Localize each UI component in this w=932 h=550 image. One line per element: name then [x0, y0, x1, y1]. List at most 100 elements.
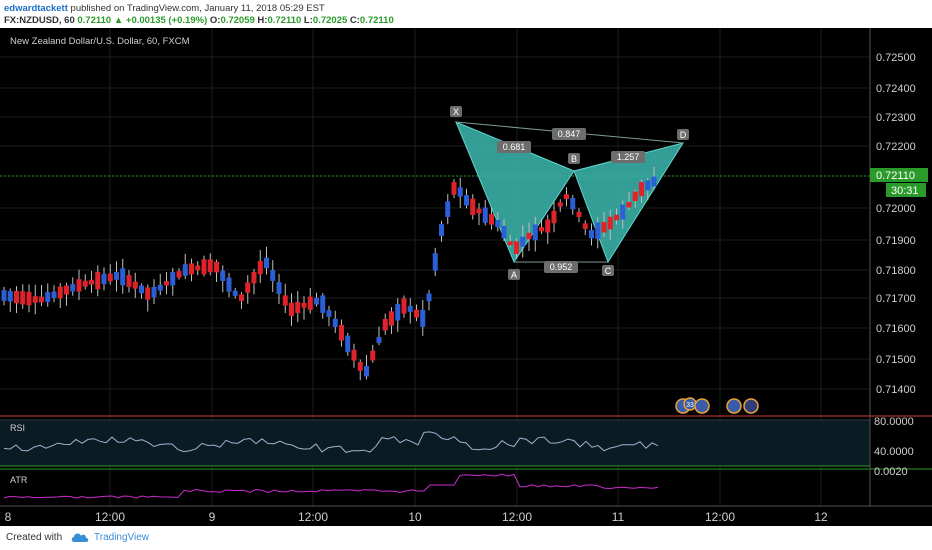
- candle-body: [520, 236, 526, 247]
- candle-body: [389, 311, 394, 326]
- candle-body: [351, 349, 357, 361]
- high-label: H:: [257, 15, 268, 26]
- candle-body: [107, 273, 113, 282]
- candle-body: [545, 219, 551, 233]
- candle-body: [464, 195, 469, 206]
- chart-legend: New Zealand Dollar/U.S. Dollar, 60, FXCM: [10, 36, 190, 47]
- candle-body: [451, 182, 457, 195]
- rsi-tick: 40.0000: [874, 446, 914, 458]
- ratio-bcd-bg: [611, 151, 645, 163]
- candle-body: [651, 176, 657, 187]
- ratio-abc: 0.952: [550, 262, 573, 272]
- candle-body: [157, 284, 163, 291]
- price-axis[interactable]: 0.72500 0.72400 0.72300 0.72200 0.72000 …: [876, 52, 916, 396]
- nz-flag-icon[interactable]: [743, 398, 759, 414]
- candle-body: [470, 198, 476, 216]
- point-a-bg: [508, 269, 520, 280]
- candle-body: [551, 210, 557, 224]
- candle-body: [582, 223, 588, 229]
- author-link[interactable]: edwardtackett: [4, 3, 68, 14]
- candle-body: [270, 270, 276, 281]
- us-flag-icon-2[interactable]: [694, 398, 710, 414]
- candle-body: [239, 294, 244, 301]
- indicator-axis[interactable]: 80.0000 40.0000 0.0020: [874, 416, 914, 478]
- candle-body: [407, 305, 413, 312]
- economic-events[interactable]: 33: [675, 397, 759, 414]
- candle-body: [120, 268, 126, 286]
- price-tick: 0.71700: [876, 293, 916, 305]
- tradingview-brand-link[interactable]: TradingView: [94, 532, 150, 543]
- low-value: 0.72025: [312, 15, 348, 26]
- candle-body: [95, 271, 101, 290]
- time-tick: 12:00: [705, 510, 735, 524]
- rsi-line: [3, 431, 659, 453]
- price-tick: 0.72400: [876, 83, 916, 95]
- point-b-label: B: [571, 154, 577, 164]
- candle-body: [401, 298, 407, 314]
- candle-body: [489, 214, 494, 225]
- close-label: C:: [349, 15, 360, 26]
- candle-body: [364, 366, 369, 377]
- candle-body: [307, 296, 313, 310]
- candle-body: [257, 260, 263, 275]
- candle-body: [276, 282, 282, 294]
- candle-body: [395, 304, 401, 321]
- candle-body: [170, 272, 176, 286]
- ratio-xab: 0.681: [503, 142, 526, 152]
- published-text: published on TradingView.com, January 11…: [67, 3, 325, 14]
- candle-body: [7, 291, 13, 302]
- candle-body: [226, 277, 232, 292]
- candle-body: [207, 259, 213, 273]
- atr-label: ATR: [10, 475, 28, 485]
- candle-body: [32, 296, 38, 303]
- up-triangle-icon: ▲: [113, 15, 124, 26]
- time-tick: 9: [209, 510, 216, 524]
- time-axis[interactable]: 8 12:00 9 12:00 10 12:00 11 12:00 12: [5, 510, 828, 524]
- harmonic-pattern[interactable]: X A B C D 0.681 0.847 0.952 1.257: [450, 106, 689, 280]
- price-tick: 0.71600: [876, 323, 916, 335]
- point-x-bg: [450, 106, 462, 117]
- candle-body: [439, 224, 444, 236]
- candle-body: [89, 279, 94, 285]
- price-tick: 0.72000: [876, 203, 916, 215]
- candle-body: [420, 309, 426, 327]
- time-tick: 8: [5, 510, 12, 524]
- candle-body: [114, 271, 119, 280]
- candle-body: [607, 216, 613, 230]
- candle-body: [264, 257, 269, 269]
- rsi-label: RSI: [10, 423, 25, 433]
- ratio-xd-bg: [552, 128, 586, 140]
- candlestick-series: [1, 166, 657, 381]
- ratio-xd: 0.847: [558, 129, 581, 139]
- candle-body: [220, 270, 226, 282]
- footer: Created with TradingView: [0, 526, 932, 550]
- candle-body: [526, 232, 532, 240]
- us-flag-icon-3[interactable]: [726, 398, 742, 414]
- candle-body: [51, 291, 57, 298]
- candle-body: [414, 309, 419, 318]
- time-tick: 12:00: [298, 510, 328, 524]
- price-tick: 0.71400: [876, 384, 916, 396]
- rsi-tick: 80.0000: [874, 416, 914, 428]
- publish-line: edwardtackett published on TradingView.c…: [4, 3, 325, 14]
- candle-body: [282, 295, 288, 306]
- chart-canvas[interactable]: New Zealand Dollar/U.S. Dollar, 60, FXCM…: [0, 28, 932, 526]
- point-d-bg: [677, 129, 689, 140]
- candle-body: [570, 197, 576, 210]
- candle-body: [57, 286, 63, 299]
- ratio-abc-bg: [544, 261, 578, 273]
- candle-body: [632, 191, 638, 202]
- candle-body: [339, 324, 344, 341]
- countdown-tag: [886, 183, 926, 197]
- candle-body: [26, 291, 32, 306]
- point-c-bg: [602, 265, 614, 276]
- created-with-label: Created with: [6, 532, 63, 543]
- candle-body: [101, 273, 107, 285]
- tradingview-cloud-icon: [71, 533, 89, 542]
- atr-tick: 0.0020: [874, 466, 908, 478]
- candle-body: [189, 263, 194, 275]
- close-value: 0.72110: [359, 15, 394, 26]
- candle-body: [601, 221, 607, 233]
- candle-body: [82, 280, 88, 287]
- candle-body: [532, 224, 538, 241]
